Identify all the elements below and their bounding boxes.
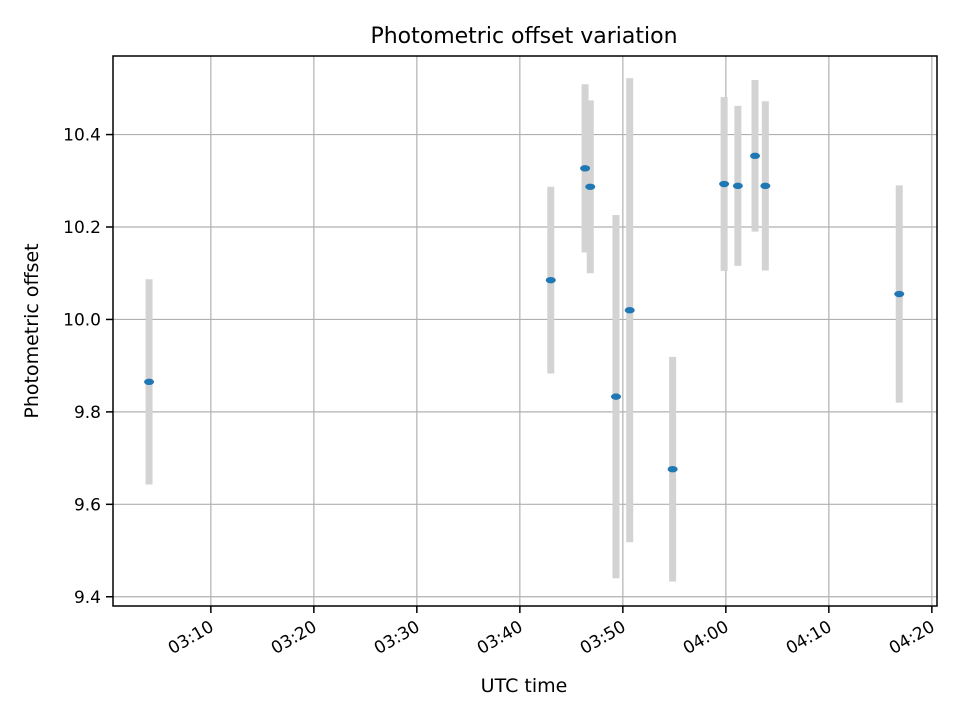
y-axis-ticks: 9.4 9.6 9.8 10.0 10.2 10.4	[63, 126, 113, 608]
data-point	[667, 465, 678, 473]
plot-frame	[112, 55, 938, 607]
data-point	[719, 180, 730, 188]
data-point	[585, 183, 596, 190]
data-point	[610, 393, 621, 400]
y-tick-label: 10.2	[63, 218, 101, 238]
data-point	[144, 378, 155, 386]
data-point	[760, 182, 771, 190]
x-axis-label: UTC time	[481, 675, 568, 697]
chart-title: Photometric offset variation	[370, 24, 677, 49]
y-tick-label: 9.8	[74, 403, 101, 423]
y-tick-label: 9.6	[74, 495, 101, 515]
data-point	[894, 290, 905, 298]
y-tick-label: 10.0	[63, 310, 101, 330]
data-point	[580, 165, 591, 172]
data-point	[624, 307, 635, 314]
y-axis-label: Photometric offset	[21, 243, 43, 418]
y-tick-label: 10.4	[63, 126, 101, 146]
data-point	[750, 152, 761, 160]
point-group	[144, 152, 905, 473]
y-tick-label: 9.4	[74, 588, 101, 608]
data-point	[545, 276, 556, 284]
data-point	[732, 182, 743, 190]
